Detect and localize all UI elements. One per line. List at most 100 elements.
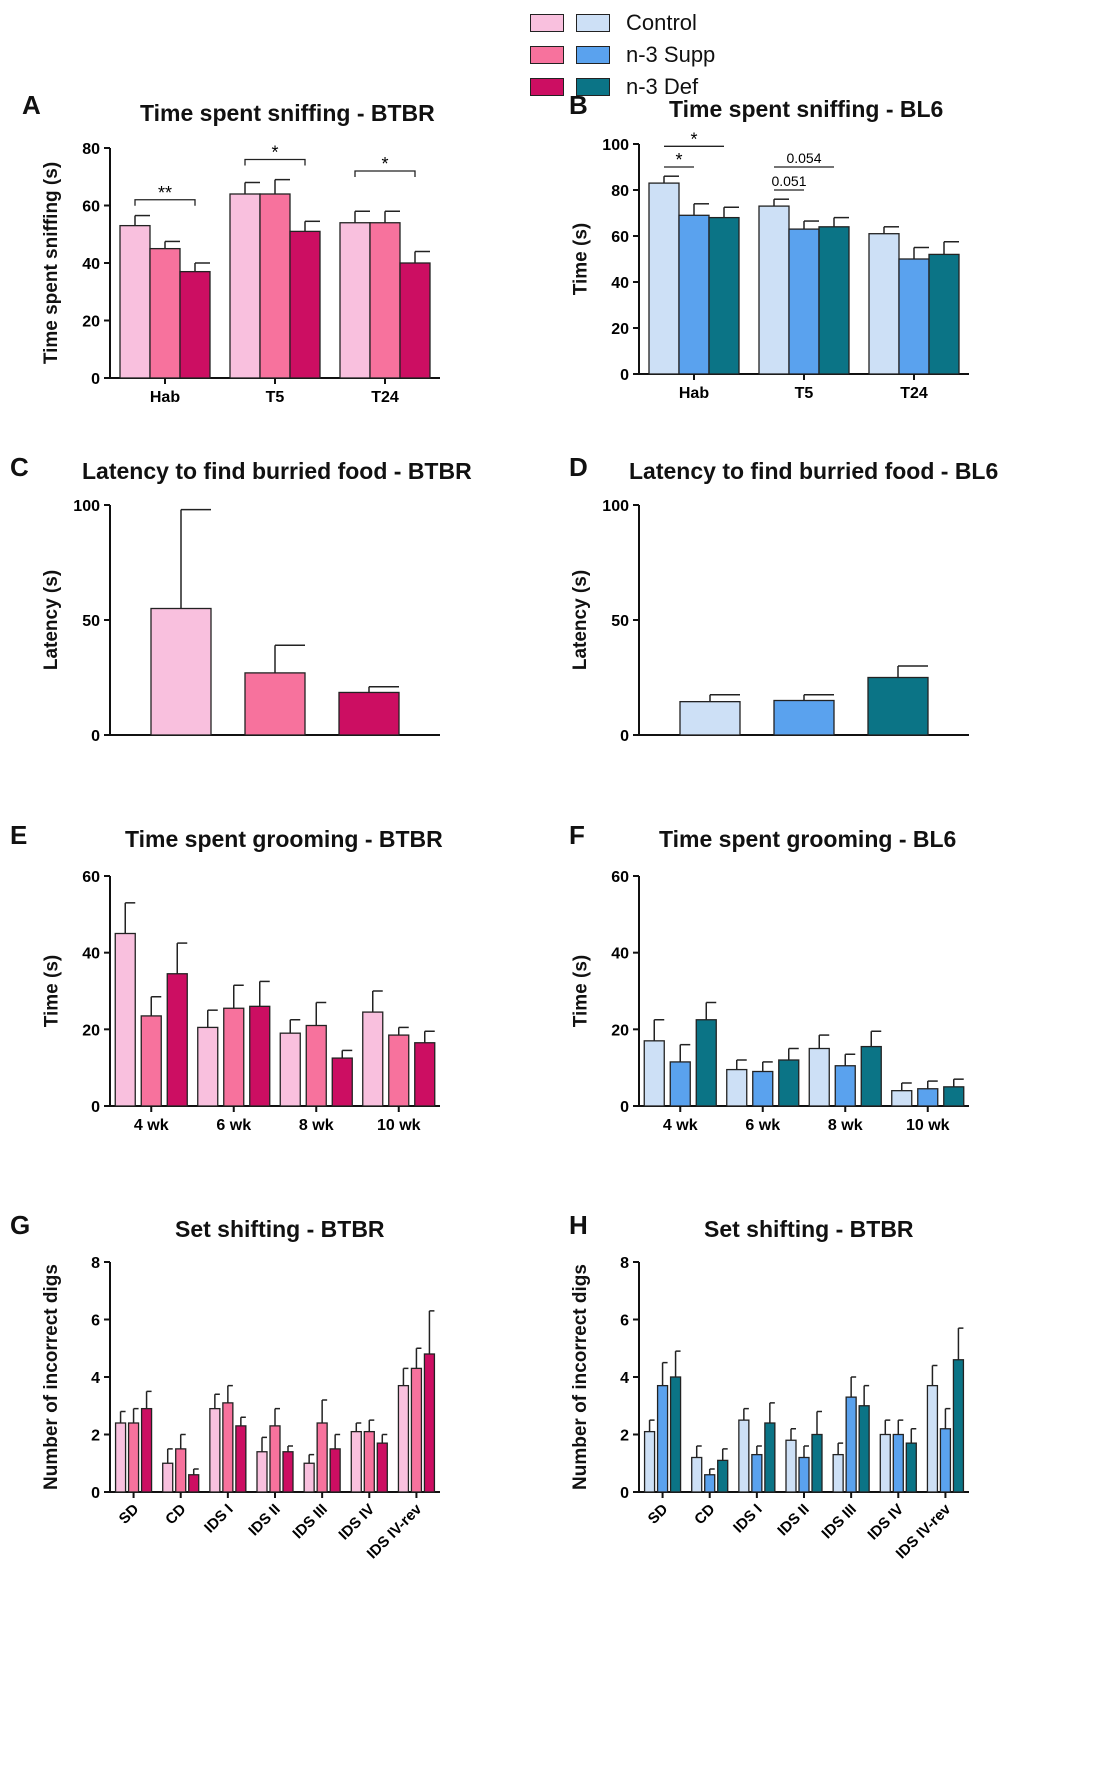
panel-label: A [22,90,41,120]
chart-title: Set shifting - BTBR [704,1216,914,1242]
bar [811,1433,823,1493]
bar [338,691,400,736]
chart-title: Latency to find burried food - BL6 [629,458,999,484]
bar [188,1474,200,1493]
bar [834,1065,856,1107]
bar [269,1425,281,1493]
chart-panel-h: H Set shifting - BTBR Number of incorrect … [559,1198,1118,1618]
bar [898,258,930,375]
x-tick-label: IDS III [818,1501,859,1542]
bar [773,699,835,736]
bar [256,1451,268,1493]
bar [764,1422,776,1493]
y-tick-label: 60 [611,869,629,886]
y-tick-label: 0 [91,1099,100,1116]
chart-plot: 0 20 40 60 80 100 Hab T5 T24 * * 0.051 0.054 [602,129,969,402]
bar [397,1384,410,1493]
x-tick-label: IDS II [774,1501,813,1540]
legend: Control n-3 Supp n-3 Def [530,6,790,106]
bar [785,1439,797,1493]
bar [726,1068,748,1107]
bar [926,1384,939,1493]
bar [140,1015,162,1107]
bar [399,262,431,379]
bar [891,1090,913,1107]
y-tick-label: 8 [91,1255,100,1272]
bar [818,226,850,375]
y-tick-label: 100 [602,137,629,154]
significance-bracket [354,170,416,177]
y-tick-label: 20 [82,1022,100,1039]
panel-label: H [569,1210,588,1240]
bar [259,193,291,379]
x-tick-label: IDS IV [335,1501,378,1544]
significance-label: 0.054 [786,150,821,166]
bar [414,1042,436,1107]
bar [362,1011,384,1107]
bar [175,1448,187,1493]
bar [149,247,181,379]
y-tick-label: 60 [82,869,100,886]
bar [127,1422,140,1493]
chart-title: Time spent sniffing - BTBR [140,100,435,126]
bar [114,932,136,1107]
y-tick-label: 0 [620,367,629,384]
bar [289,230,321,379]
chart-panel-d: D Latency to find burried food - BL6 Laten… [559,440,1118,860]
x-tick-label: 6 wk [745,1117,780,1134]
x-tick-label: T24 [900,385,928,402]
y-tick-label: 20 [611,321,629,338]
bar [867,676,929,736]
x-tick-label: SD [645,1501,672,1528]
y-tick-label: 0 [91,371,100,388]
y-tick-label: 6 [620,1313,629,1330]
bar [808,1047,830,1107]
bar [832,1453,844,1493]
bar [669,1061,691,1107]
chart-title: Time spent sniffing - BL6 [669,96,944,122]
bar [229,193,261,379]
chart-panel-f: F Time spent grooming - BL6 Time (s) 0 20 40 6… [559,808,1118,1228]
x-tick-label: Hab [150,389,180,406]
y-tick-label: 0 [620,1099,629,1116]
y-tick-label: 6 [91,1313,100,1330]
bar [695,1019,717,1107]
bar [778,1059,800,1107]
bar [222,1402,234,1493]
significance-label: * [381,154,388,174]
y-tick-label: 2 [620,1428,629,1445]
bar [305,1024,327,1107]
bar [114,1422,127,1493]
bar [905,1442,917,1493]
bar [363,1430,375,1493]
legend-swatch-bl6 [576,78,610,96]
y-tick-label: 0 [91,1485,100,1502]
significance-label: * [271,143,278,163]
bar [162,1462,174,1493]
legend-swatch-bl6 [576,14,610,32]
chart-title: Time spent grooming - BTBR [125,826,443,852]
x-tick-label: IDS I [201,1501,237,1537]
bar [788,228,820,375]
y-tick-label: 4 [620,1370,629,1387]
chart-plot: 0 20 40 60 4 wk 6 wk 8 wk 10 wk [611,869,969,1134]
bar [329,1448,341,1493]
bar [197,1026,219,1107]
bar [679,700,741,736]
y-tick-label: 0 [620,1485,629,1502]
bar [928,253,960,375]
chart-title: Latency to find burried food - BTBR [82,458,472,484]
x-tick-label: 10 wk [906,1117,950,1134]
bar [410,1367,423,1493]
y-tick-label: 8 [620,1255,629,1272]
x-tick-label: 8 wk [828,1117,863,1134]
y-tick-label: 40 [611,275,629,292]
x-tick-label: SD [116,1501,143,1528]
significance-label: 0.051 [771,173,806,189]
x-tick-label: T5 [795,385,814,402]
bar [943,1086,965,1107]
bar [691,1456,703,1493]
x-tick-label: T24 [371,389,399,406]
